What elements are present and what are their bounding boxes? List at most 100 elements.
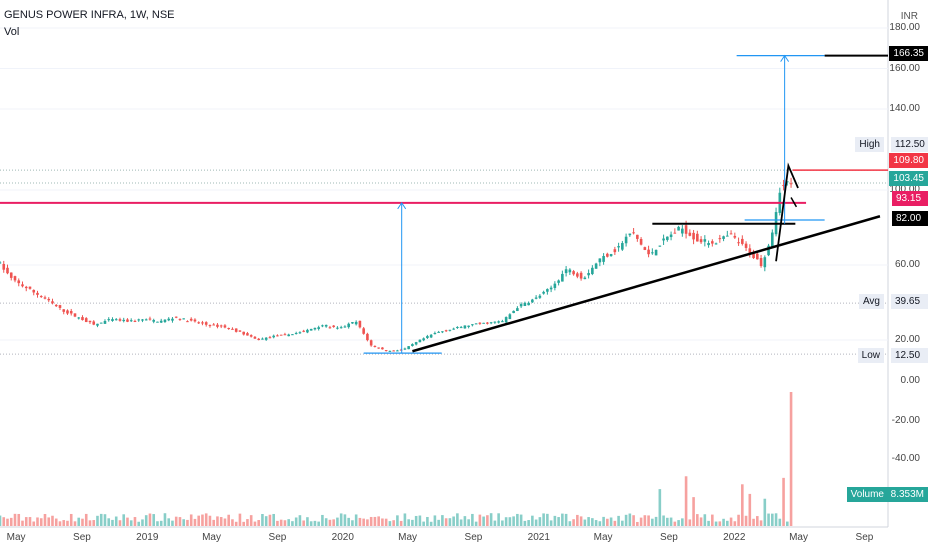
- x-tick-label: Sep: [268, 532, 287, 543]
- volume-bar: [598, 521, 602, 526]
- y-tick-label: 160.00: [889, 62, 920, 74]
- x-tick-label: Sep: [464, 532, 483, 543]
- candle-body: [373, 345, 377, 347]
- candle-body: [249, 335, 253, 337]
- volume-bar: [253, 521, 257, 526]
- low-label: Low: [857, 348, 884, 363]
- volume-bar: [662, 515, 665, 526]
- volume-bar: [651, 518, 654, 526]
- volume-bar: [96, 515, 99, 526]
- volume-bar: [126, 517, 129, 526]
- volume-bar: [583, 519, 587, 526]
- candle-body: [287, 334, 290, 337]
- volume-bar: [377, 516, 380, 526]
- candle-body: [193, 319, 197, 322]
- candle-body: [489, 322, 493, 324]
- volume-bar: [564, 513, 568, 526]
- candle-body: [538, 295, 542, 298]
- volume-bar: [771, 513, 774, 526]
- volume-bar: [328, 519, 332, 526]
- x-tick-label: May: [6, 532, 26, 543]
- x-tick-label: 2022: [723, 532, 746, 543]
- candle-body: [714, 243, 718, 245]
- candle-body: [568, 269, 572, 273]
- volume-bar: [508, 517, 512, 526]
- volume-bar: [343, 514, 347, 526]
- candle-body: [493, 321, 497, 323]
- x-tick-label: 2020: [331, 532, 354, 543]
- candle-body: [549, 287, 553, 290]
- volume-bar: [77, 517, 81, 526]
- volume-bar: [174, 516, 178, 526]
- candle-body: [32, 289, 36, 293]
- volume-bar: [306, 517, 309, 526]
- volume-bar: [212, 519, 215, 526]
- volume-bar: [486, 515, 489, 526]
- candle-body: [542, 291, 545, 294]
- x-tick-label: May: [789, 532, 808, 543]
- volume-tick-label: 0.00: [900, 375, 920, 386]
- candle-body: [677, 226, 680, 231]
- candle-body: [407, 346, 410, 350]
- last-price-tag: 103.45: [889, 171, 928, 186]
- volume-bar: [129, 520, 133, 526]
- volume-bar: [613, 520, 617, 526]
- candle-body: [84, 318, 88, 323]
- x-tick-label: May: [202, 532, 221, 543]
- candle-body: [204, 322, 208, 325]
- candle-body: [433, 333, 437, 335]
- volume-bar: [144, 515, 148, 526]
- candle-body: [339, 327, 343, 329]
- volume-bar: [193, 518, 197, 526]
- candle-body: [276, 335, 279, 337]
- volume-bar: [122, 514, 126, 526]
- candle-body: [219, 325, 223, 327]
- volume-bar: [384, 518, 388, 526]
- volume-bar: [287, 519, 290, 526]
- volume-bar: [542, 513, 545, 526]
- volume-bar: [418, 515, 422, 526]
- candle-body: [366, 333, 369, 341]
- volume-bar: [339, 513, 343, 526]
- volume-bar: [47, 517, 51, 526]
- volume-bar: [107, 518, 111, 526]
- volume-indicator-label[interactable]: Vol: [4, 26, 20, 38]
- volume-bar: [309, 521, 313, 526]
- candle-body: [429, 334, 433, 338]
- volume-bar: [493, 520, 497, 526]
- breakout-price-tag: 82.00: [892, 211, 928, 226]
- candle-body: [452, 328, 455, 330]
- volume-bar: [474, 521, 478, 526]
- y-tick-label: 180.00: [889, 22, 920, 33]
- volume-bar: [681, 518, 684, 526]
- candle-body: [396, 350, 399, 352]
- volume-bar: [684, 476, 688, 526]
- volume-bar: [148, 513, 152, 526]
- candle-body: [519, 304, 523, 307]
- candle-body: [88, 320, 92, 323]
- candle-body: [572, 271, 575, 275]
- candle-body: [99, 322, 103, 324]
- volume-bar: [381, 518, 384, 526]
- volume-bar: [399, 520, 403, 526]
- volume-bar: [407, 519, 410, 526]
- candle-body: [399, 349, 403, 351]
- volume-bar: [133, 517, 137, 526]
- candle-body: [726, 235, 729, 237]
- drawing-annotations[interactable]: [0, 54, 888, 354]
- y-tick-label: 20.00: [894, 334, 920, 345]
- volume-bar: [444, 518, 448, 526]
- candle-body: [309, 328, 313, 331]
- candle-body: [264, 337, 268, 340]
- candle-body: [73, 313, 77, 317]
- candle-body: [54, 304, 58, 307]
- candle-body: [403, 348, 407, 350]
- volume-bar: [748, 493, 752, 526]
- ascending-trendline[interactable]: [412, 215, 881, 353]
- candle-body: [786, 181, 789, 183]
- volume-bar: [553, 515, 557, 526]
- candle-body: [257, 338, 260, 341]
- volume-bar: [32, 521, 36, 526]
- candle-body: [223, 325, 227, 328]
